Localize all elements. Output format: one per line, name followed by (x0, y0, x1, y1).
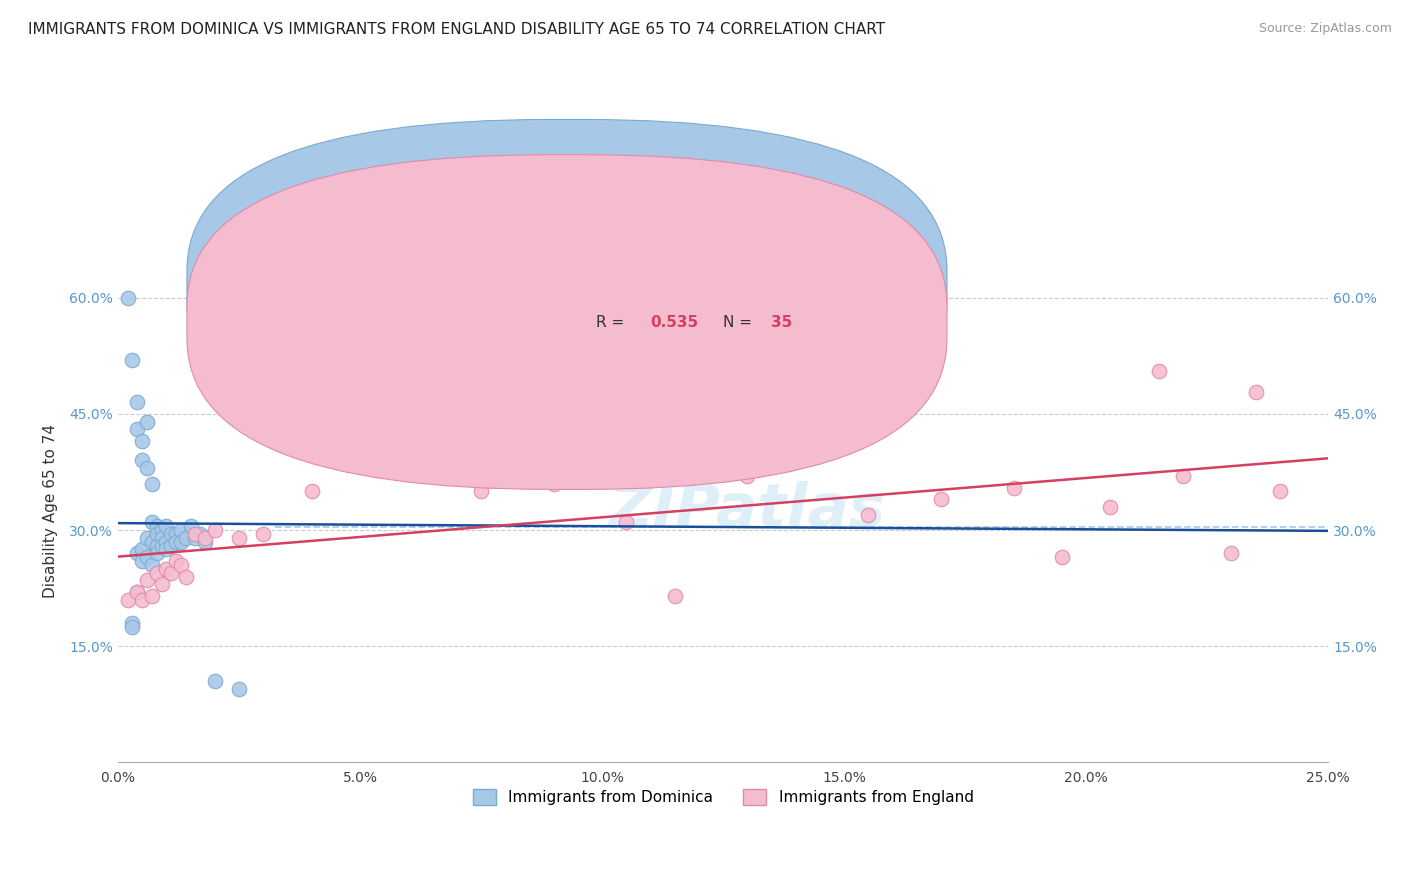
Point (131, 592, 153, 607)
Point (136, 415, 159, 429)
Legend: Immigrants from Dominica, Immigrants from England: Immigrants from Dominica, Immigrants fro… (472, 789, 973, 805)
Point (155, 562, 177, 576)
Text: IMMIGRANTS FROM DOMINICA VS IMMIGRANTS FROM ENGLAND DISABILITY AGE 65 TO 74 CORR: IMMIGRANTS FROM DOMINICA VS IMMIGRANTS F… (28, 22, 886, 37)
Point (150, 577, 173, 591)
Point (165, 534, 187, 549)
Point (184, 527, 207, 541)
Point (1002, 481, 1025, 495)
Point (194, 534, 217, 549)
Point (470, 484, 492, 499)
Point (150, 539, 173, 553)
Text: -0.008: -0.008 (651, 279, 704, 294)
Y-axis label: Disability Age 65 to 74: Disability Age 65 to 74 (44, 424, 58, 598)
Point (117, 291, 139, 305)
Point (136, 550, 159, 565)
Point (170, 534, 193, 549)
Point (396, 387, 419, 401)
Point (117, 592, 139, 607)
Point (194, 531, 217, 545)
Text: R =: R = (596, 315, 628, 329)
Point (127, 585, 149, 599)
Point (188, 527, 211, 541)
Point (145, 527, 167, 541)
Text: 43: 43 (772, 279, 793, 294)
Point (228, 531, 250, 545)
Point (1220, 546, 1243, 560)
FancyBboxPatch shape (523, 261, 856, 350)
Point (160, 539, 183, 553)
Text: R =: R = (596, 279, 628, 294)
Point (141, 534, 163, 549)
Point (174, 531, 197, 545)
Point (174, 569, 197, 583)
Point (1099, 500, 1122, 514)
Point (204, 674, 226, 689)
Point (131, 434, 153, 448)
Point (170, 558, 193, 572)
Text: Source: ZipAtlas.com: Source: ZipAtlas.com (1258, 22, 1392, 36)
Point (204, 523, 226, 537)
Point (136, 574, 159, 588)
Point (145, 546, 167, 560)
Point (184, 531, 207, 545)
Point (131, 554, 153, 568)
Point (543, 476, 565, 491)
Point (141, 476, 163, 491)
Point (127, 585, 149, 599)
Point (160, 527, 183, 541)
Point (252, 527, 274, 541)
Point (664, 589, 686, 603)
Text: 0.535: 0.535 (651, 315, 699, 329)
Point (121, 615, 143, 630)
Text: N =: N = (723, 279, 756, 294)
Point (136, 461, 159, 475)
Point (127, 422, 149, 436)
Point (1171, 469, 1194, 483)
Point (614, 516, 637, 530)
Point (141, 516, 163, 530)
Point (155, 519, 177, 533)
Point (1147, 364, 1170, 378)
Point (127, 395, 149, 409)
Point (121, 620, 143, 634)
Point (145, 519, 167, 533)
Point (131, 453, 153, 467)
Text: 35: 35 (772, 315, 793, 329)
Point (165, 554, 187, 568)
Point (929, 492, 952, 507)
Point (737, 469, 759, 483)
Point (155, 534, 177, 549)
Point (145, 566, 167, 580)
Text: N =: N = (723, 315, 756, 329)
Point (228, 681, 250, 696)
Point (349, 376, 371, 390)
Point (858, 508, 880, 522)
Point (180, 519, 202, 533)
Point (170, 523, 193, 537)
Point (141, 558, 163, 572)
FancyBboxPatch shape (187, 154, 948, 490)
Point (301, 484, 323, 499)
Point (127, 546, 149, 560)
Point (1050, 550, 1073, 565)
Point (160, 566, 183, 580)
Point (165, 527, 187, 541)
Point (141, 589, 163, 603)
Point (155, 542, 177, 557)
Point (150, 523, 173, 537)
Text: ZIPatlas: ZIPatlas (609, 482, 886, 541)
Point (145, 539, 167, 553)
Point (136, 531, 159, 545)
Point (150, 531, 173, 545)
Point (121, 352, 143, 367)
Point (131, 542, 153, 557)
FancyBboxPatch shape (187, 120, 948, 454)
Point (1244, 385, 1267, 400)
Point (1268, 484, 1291, 499)
